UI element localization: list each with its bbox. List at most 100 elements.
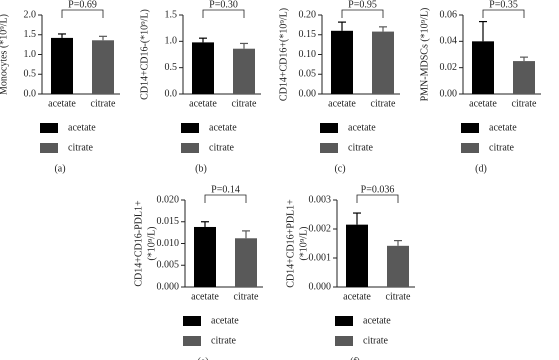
x-tick-label: acetate [191, 291, 219, 302]
legend-swatch [181, 123, 199, 133]
y-tick-label: 0.15 [299, 29, 317, 40]
y-tick-label: 0.002 [309, 223, 332, 234]
y-tick-label: 0.5 [165, 62, 178, 73]
significance-bracket [356, 194, 399, 203]
p-value: P=0.30 [209, 0, 238, 10]
legend-swatch [40, 143, 58, 153]
legend-label: citrate [348, 142, 374, 153]
y-tick-label: 0.10 [299, 49, 317, 60]
legend-label: acetate [489, 122, 517, 133]
legend-label: citrate [211, 335, 237, 346]
y-axis-label: CD14+CD16+PDL1+ [285, 199, 296, 288]
y-tick-label: 0.005 [157, 260, 180, 271]
panel-label: (c) [334, 163, 345, 174]
x-tick-label: citrate [386, 291, 412, 302]
y-tick-label: 0.00 [440, 88, 458, 99]
legend-swatch [181, 143, 199, 153]
p-value: P=0.14 [211, 184, 240, 195]
x-tick-label: acetate [328, 98, 356, 109]
legend-label: citrate [209, 142, 235, 153]
panel-label: (b) [195, 163, 207, 174]
legend-swatch [461, 143, 479, 153]
x-tick-label: citrate [234, 291, 260, 302]
bar [194, 226, 216, 287]
y-tick-label: 0.000 [309, 281, 332, 292]
significance-bracket [482, 9, 525, 18]
significance-bracket [202, 9, 245, 18]
bar [387, 245, 409, 287]
x-tick-label: acetate [189, 98, 217, 109]
x-tick-label: citrate [91, 98, 117, 109]
y-tick-label: 1.0 [165, 36, 178, 47]
significance-bracket [61, 9, 104, 18]
y-axis-label: (*10⁹/L) [298, 226, 309, 260]
bar [235, 238, 257, 287]
legend-swatch [335, 316, 353, 326]
bar [472, 41, 494, 94]
y-tick-label: 0.0 [165, 88, 178, 99]
legend-swatch [320, 123, 338, 133]
x-tick-label: citrate [512, 98, 538, 109]
legend-label: acetate [209, 122, 237, 133]
bar [233, 48, 255, 94]
y-tick-label: 0.001 [309, 252, 332, 263]
y-tick-label: 1.0 [24, 49, 37, 60]
significance-bracket [341, 9, 384, 18]
y-tick-label: 2.0 [24, 9, 37, 20]
legend-swatch [40, 123, 58, 133]
y-tick-label: 1.5 [165, 9, 178, 20]
bar [192, 42, 214, 94]
y-tick-label: 0.5 [24, 69, 37, 80]
panel-label: (d) [475, 163, 487, 174]
y-tick-label: 0.20 [299, 9, 317, 20]
legend-swatch [320, 143, 338, 153]
y-axis-label: PMN-MDSCs (*10⁹/L) [419, 8, 430, 102]
p-value: P=0.69 [68, 0, 97, 10]
legend-label: citrate [489, 142, 515, 153]
legend-swatch [183, 336, 201, 346]
x-tick-label: acetate [469, 98, 497, 109]
legend-label: acetate [348, 122, 376, 133]
bar [513, 61, 535, 94]
y-axis-label: (*10⁹/L) [146, 226, 157, 260]
bar [92, 40, 114, 94]
y-tick-label: 0.0 [24, 88, 37, 99]
bar [331, 30, 353, 94]
y-axis-label: CD14+CD16+(*10⁹/L) [278, 8, 289, 101]
y-tick-label: 0.010 [157, 238, 180, 249]
y-tick-label: 0.06 [440, 9, 458, 20]
legend-label: acetate [363, 315, 391, 326]
legend-label: acetate [68, 122, 96, 133]
x-tick-label: citrate [232, 98, 258, 109]
legend-swatch [335, 336, 353, 346]
p-value: P=0.95 [348, 0, 377, 10]
x-tick-label: citrate [371, 98, 397, 109]
x-tick-label: acetate [48, 98, 76, 109]
p-value: P=0.35 [489, 0, 518, 10]
y-tick-label: 1.5 [24, 29, 37, 40]
legend-swatch [183, 316, 201, 326]
bar [51, 37, 73, 94]
legend-label: citrate [363, 335, 389, 346]
panel-label: (f) [350, 356, 360, 360]
y-tick-label: 0.04 [440, 36, 458, 47]
y-tick-label: 0.015 [157, 216, 180, 227]
panel-label: (a) [54, 163, 65, 174]
legend-label: citrate [68, 142, 94, 153]
y-tick-label: 0.05 [299, 69, 317, 80]
y-axis-label: CD14+CD16-(*10⁹/L) [139, 9, 150, 100]
significance-bracket [204, 194, 247, 203]
bar [372, 31, 394, 94]
y-axis-label: Monocytes (*10⁹/L) [0, 14, 9, 95]
legend-label: acetate [211, 315, 239, 326]
bar [346, 224, 368, 287]
y-tick-label: 0.00 [299, 88, 317, 99]
y-tick-label: 0.003 [309, 194, 332, 205]
x-tick-label: acetate [343, 291, 371, 302]
panel-label: (e) [197, 356, 208, 360]
y-tick-label: 0.000 [157, 281, 180, 292]
legend-swatch [461, 123, 479, 133]
y-axis-label: CD14+CD16-PDL1+ [133, 200, 144, 287]
p-value: P=0.036 [361, 184, 395, 195]
